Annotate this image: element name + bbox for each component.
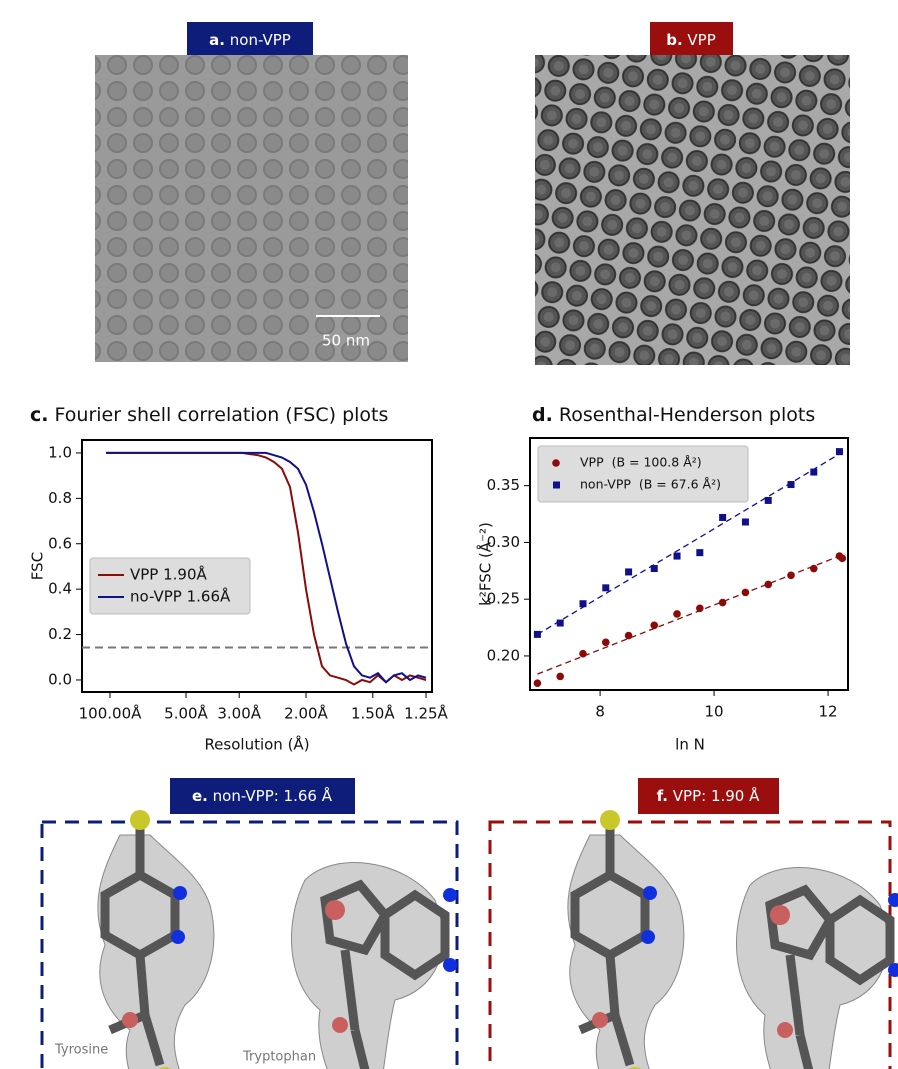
point	[742, 519, 749, 526]
scale-label: 50 nm	[322, 332, 370, 350]
point	[580, 600, 587, 607]
legend-swatch	[553, 482, 560, 489]
x-tick-label: 3.00Å	[217, 704, 261, 723]
legend-label: VPP (B = 100.8 Å²)	[580, 455, 702, 470]
tyrosine-density	[98, 810, 214, 1069]
panel-b-title: b. VPP	[666, 31, 716, 49]
y-tick-label: 0.0	[48, 670, 72, 688]
point	[534, 679, 542, 687]
legend-swatch	[552, 459, 560, 467]
residue-label: Tyrosine	[54, 1043, 108, 1058]
x-tick-label: 100.00Å	[79, 704, 142, 723]
chart-title: c. Fourier shell correlation (FSC) plots	[30, 404, 388, 426]
legend-label: no-VPP 1.66Å	[130, 587, 231, 606]
x-tick-label: 5.00Å	[164, 704, 208, 723]
y-tick-label: 0.20	[487, 646, 520, 664]
panel-f-title: f. VPP: 1.90 Å	[657, 786, 761, 805]
x-axis-label: Resolution (Å)	[204, 735, 309, 754]
x-tick-label: 12	[819, 703, 838, 721]
panel-letter: f.	[657, 787, 668, 805]
x-tick-label: 10	[705, 703, 724, 721]
point	[651, 565, 658, 572]
x-tick-label: 1.50Å	[351, 704, 395, 723]
point	[719, 514, 726, 521]
x-axis-label: ln N	[675, 736, 705, 754]
point	[602, 584, 609, 591]
point	[602, 639, 610, 647]
y-tick-label: 0.4	[48, 580, 72, 598]
y-axis-label: FSC	[29, 552, 47, 580]
panel-name: VPP	[687, 31, 715, 49]
legend-label: VPP 1.90Å	[130, 565, 208, 584]
point	[742, 589, 750, 597]
point	[788, 481, 795, 488]
page: a. non-VPP 50 nm b. VPP e. non-VPP: 1.66…	[0, 0, 898, 1069]
panel-e-title: e. non-VPP: 1.66 Å	[192, 786, 333, 805]
point	[719, 599, 727, 607]
point	[839, 555, 847, 563]
point	[625, 632, 633, 640]
point	[810, 469, 817, 476]
point	[674, 553, 681, 560]
y-tick-label: 1.0	[48, 443, 72, 461]
point	[764, 581, 772, 589]
panel-letter: b.	[666, 31, 682, 49]
point	[810, 565, 818, 573]
y-tick-label: 0.6	[48, 534, 72, 552]
point	[579, 650, 587, 658]
point	[836, 448, 843, 455]
panel-letter: a.	[209, 31, 225, 49]
point	[696, 549, 703, 556]
panel-letter: e.	[192, 787, 208, 805]
point	[650, 621, 658, 629]
x-tick-label: 1.25Å	[404, 704, 448, 723]
figure: a. non-VPP 50 nm b. VPP e. non-VPP: 1.66…	[0, 0, 898, 1069]
y-tick-label: 0.35	[487, 476, 520, 494]
panel-letter: d.	[532, 404, 553, 426]
panel-name: VPP: 1.90 Å	[673, 786, 760, 805]
x-tick-label: 2.00Å	[284, 704, 328, 723]
panel-a-title: a. non-VPP	[209, 31, 291, 49]
title-text: Rosenthal-Henderson plots	[559, 404, 815, 426]
point	[625, 568, 632, 575]
y-tick-label: 0.2	[48, 625, 72, 643]
y-tick-label: 0.8	[48, 489, 72, 507]
tryptophan-density	[291, 863, 457, 1069]
point	[673, 610, 681, 618]
y-axis-label: k²FSC (Å⁻²)	[476, 522, 495, 606]
panel-letter: c.	[30, 404, 48, 426]
point	[765, 497, 772, 504]
point	[696, 604, 704, 612]
micrograph	[535, 55, 850, 365]
charts: c. Fourier shell correlation (FSC) plots…	[29, 404, 849, 754]
chart-title: d. Rosenthal-Henderson plots	[532, 404, 815, 426]
title-text: Fourier shell correlation (FSC) plots	[55, 404, 389, 426]
panel-name: non-VPP: 1.66 Å	[213, 786, 333, 805]
point	[787, 572, 795, 580]
tyrosine-density	[568, 810, 684, 1069]
point	[534, 631, 541, 638]
panel-name: non-VPP	[230, 31, 291, 49]
point	[556, 673, 564, 681]
tryptophan-density	[736, 868, 898, 1069]
point	[557, 620, 564, 627]
legend-label: non-VPP (B = 67.6 Å²)	[580, 477, 721, 492]
residue-label: Tryptophan	[242, 1050, 316, 1065]
x-tick-label: 8	[595, 703, 605, 721]
